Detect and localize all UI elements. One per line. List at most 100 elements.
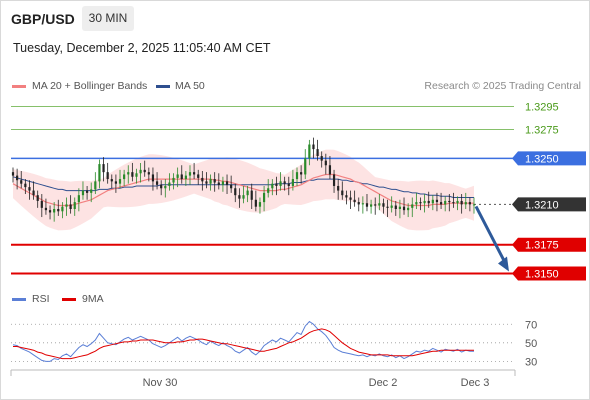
candle-body xyxy=(250,190,253,200)
candle-body xyxy=(374,204,377,206)
candle-body xyxy=(407,207,410,211)
legend-rsi-label: RSI xyxy=(32,293,50,305)
level-label-1.3250: 1.3250 xyxy=(525,153,559,165)
rsi-tick-50: 50 xyxy=(525,338,537,350)
legend-ma50-label: MA 50 xyxy=(175,80,205,92)
candle-body xyxy=(143,169,146,173)
candle-body xyxy=(378,203,381,206)
candle-body xyxy=(90,189,93,193)
candle-body xyxy=(361,203,364,205)
candle-body xyxy=(271,183,274,189)
candle-body xyxy=(48,210,52,213)
candle-body xyxy=(44,207,48,211)
candle-body xyxy=(341,190,344,196)
candle-body xyxy=(225,181,229,185)
candle-body xyxy=(213,179,216,183)
candle-body xyxy=(287,183,290,186)
x-tick-label: Dec 2 xyxy=(369,377,398,389)
x-tick-label: Nov 30 xyxy=(143,377,178,389)
candle-body xyxy=(468,202,471,205)
legend-ma20-swatch xyxy=(12,85,26,88)
candle-body xyxy=(258,202,262,207)
candle-body xyxy=(147,172,150,175)
candle-body xyxy=(131,172,134,177)
candle-body xyxy=(312,144,315,150)
level-label-1.3275: 1.3275 xyxy=(525,125,559,137)
candle-body xyxy=(456,200,459,204)
candle-body xyxy=(262,192,266,203)
level-tag-1.3175 xyxy=(512,237,586,252)
legend-9ma-swatch xyxy=(62,298,76,301)
candle-body xyxy=(386,206,389,208)
legend-ma20-label: MA 20 + Bollinger Bands xyxy=(32,80,148,92)
candle-body xyxy=(61,206,64,212)
candle-body xyxy=(431,199,434,204)
candle-body xyxy=(164,185,167,189)
level-tag-1.3250 xyxy=(512,151,586,166)
candle-body xyxy=(28,187,31,191)
candle-body xyxy=(238,195,241,199)
candle-body xyxy=(184,175,187,180)
candle-body xyxy=(230,184,233,189)
candle-body xyxy=(151,174,155,182)
candle-body xyxy=(345,195,348,198)
candle-body xyxy=(349,197,352,200)
candle-body xyxy=(85,190,89,193)
candle-body xyxy=(444,200,447,205)
level-tag-1.3150 xyxy=(512,266,586,281)
candle-body xyxy=(415,202,418,205)
candle-body xyxy=(452,202,455,204)
candle-body xyxy=(139,169,142,174)
candle-body xyxy=(234,188,237,196)
candle-body xyxy=(180,174,183,180)
datetime-label: Tuesday, December 2, 2025 11:05:40 AM CE… xyxy=(13,41,271,55)
level-label-1.3175: 1.3175 xyxy=(525,240,559,252)
legend-ma50-swatch xyxy=(156,85,170,88)
credit-label: Research © 2025 Trading Central xyxy=(424,80,581,92)
level-label-1.3295: 1.3295 xyxy=(525,102,559,114)
candle-body xyxy=(102,164,105,173)
candle-body xyxy=(11,172,15,176)
candle-body xyxy=(295,172,299,180)
candle-body xyxy=(106,172,109,180)
legend-rsi-swatch xyxy=(12,298,26,301)
candle-body xyxy=(32,190,35,196)
candle-body xyxy=(411,204,414,208)
candle-body xyxy=(423,200,426,204)
candle-body xyxy=(279,181,282,186)
candle-body xyxy=(254,199,257,207)
candle-body xyxy=(304,158,307,175)
candle-body xyxy=(332,174,336,186)
candle-body xyxy=(464,202,467,205)
candle-body xyxy=(193,172,196,175)
candle-body xyxy=(155,181,159,185)
candle-body xyxy=(135,173,138,177)
level-tag-1.3210 xyxy=(512,197,586,212)
candle-body xyxy=(353,199,356,203)
candle-body xyxy=(24,183,27,188)
candle-body xyxy=(40,200,43,208)
timeframe-button[interactable]: 30 MIN xyxy=(82,6,134,31)
rsi-tick-30: 30 xyxy=(525,356,537,368)
forecast-arrowhead xyxy=(498,256,509,272)
candle-body xyxy=(205,181,208,184)
candle-body xyxy=(160,184,163,189)
candle-body xyxy=(390,205,393,208)
candle-body xyxy=(324,160,327,166)
rsi-ma-line xyxy=(13,328,474,360)
candle-body xyxy=(127,172,130,175)
candle-body xyxy=(172,177,175,183)
candle-body xyxy=(365,203,369,207)
candle-body xyxy=(57,209,60,212)
candle-body xyxy=(300,172,303,175)
candle-body xyxy=(460,200,463,205)
candle-body xyxy=(94,181,97,190)
candle-body xyxy=(308,144,311,159)
candle-body xyxy=(439,202,443,205)
candle-body xyxy=(98,164,101,182)
candle-body xyxy=(16,175,19,181)
candle-body xyxy=(283,181,286,184)
candle-body xyxy=(398,206,402,209)
candle-body xyxy=(168,182,171,186)
